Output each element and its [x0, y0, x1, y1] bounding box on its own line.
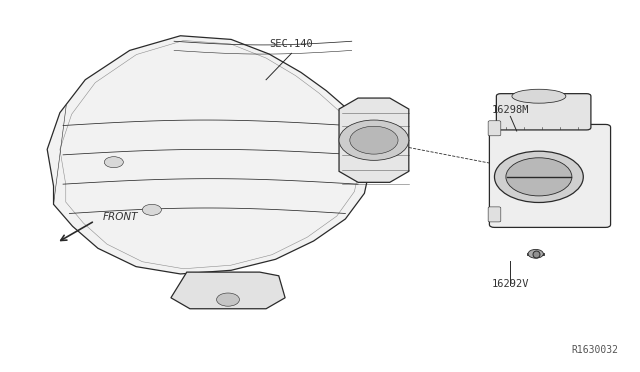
Circle shape — [216, 293, 239, 306]
Text: SEC.140: SEC.140 — [269, 39, 314, 49]
Circle shape — [350, 126, 398, 154]
Text: 16292V: 16292V — [492, 279, 529, 289]
FancyBboxPatch shape — [488, 207, 501, 222]
Circle shape — [142, 204, 161, 215]
Circle shape — [495, 151, 583, 202]
Circle shape — [104, 157, 124, 168]
FancyBboxPatch shape — [488, 121, 501, 136]
Ellipse shape — [512, 89, 566, 103]
Polygon shape — [339, 98, 409, 182]
Text: 16298M: 16298M — [492, 105, 529, 115]
FancyBboxPatch shape — [497, 94, 591, 130]
Polygon shape — [47, 36, 371, 274]
Circle shape — [506, 158, 572, 196]
Polygon shape — [171, 272, 285, 309]
Circle shape — [528, 249, 543, 258]
Circle shape — [339, 120, 409, 160]
FancyBboxPatch shape — [490, 125, 611, 227]
Text: FRONT: FRONT — [103, 212, 138, 222]
Text: R1630032: R1630032 — [571, 344, 618, 355]
